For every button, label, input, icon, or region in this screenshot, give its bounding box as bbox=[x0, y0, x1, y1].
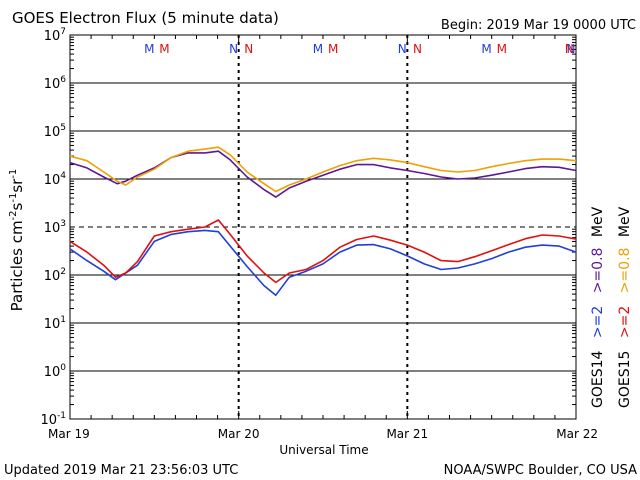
series-line bbox=[69, 150, 577, 198]
source-credit: NOAA/SWPC Boulder, CO USA bbox=[444, 463, 637, 478]
y-tick-label: 105 bbox=[44, 123, 66, 140]
satellite-marker: N bbox=[229, 42, 238, 56]
satellite-marker: N bbox=[565, 42, 574, 56]
x-tick-label: Mar 22 bbox=[556, 427, 598, 441]
y-tick-label: 104 bbox=[44, 171, 67, 188]
satellite-marker: N bbox=[398, 42, 407, 56]
plot-grid bbox=[69, 34, 577, 420]
y-tick-label: 10-1 bbox=[40, 411, 66, 428]
y-tick-label: 106 bbox=[44, 75, 67, 92]
plot-series bbox=[69, 146, 577, 297]
updated-time: Updated 2019 Mar 21 23:56:03 UTC bbox=[4, 463, 238, 478]
x-tick-label: Mar 21 bbox=[386, 427, 428, 441]
begin-time: Begin: 2019 Mar 19 0000 UTC bbox=[441, 18, 636, 33]
y-tick-label: 107 bbox=[44, 27, 66, 44]
satellite-marker: N bbox=[413, 42, 422, 56]
x-tick-label: Mar 19 bbox=[48, 427, 90, 441]
satellite-marker: M bbox=[313, 42, 323, 56]
y-tick-label: 101 bbox=[44, 315, 66, 332]
satellite-marker: M bbox=[481, 42, 491, 56]
y-axis-label: Particles cm-2s-1sr-1 bbox=[8, 169, 26, 312]
satellite-marker: N bbox=[566, 42, 575, 56]
satellite-marker: M bbox=[328, 42, 338, 56]
legend-goes14: GOES14 >=2 >=0.8 MeV bbox=[590, 206, 606, 408]
satellite-marker: N bbox=[244, 42, 253, 56]
y-tick-label: 100 bbox=[44, 363, 67, 380]
satellite-marker: M bbox=[144, 42, 154, 56]
series-line bbox=[69, 219, 577, 284]
y-tick-label: 103 bbox=[44, 219, 66, 236]
x-axis-label: Universal Time bbox=[279, 443, 368, 457]
satellite-marker: M bbox=[159, 42, 169, 56]
series-line bbox=[69, 229, 577, 297]
series-line bbox=[69, 146, 577, 193]
legend: GOES14 >=2 >=0.8 MeV GOES15 >=2 >=0.8 Me… bbox=[590, 206, 633, 408]
satellite-marker: M bbox=[497, 42, 507, 56]
satellite-markers: M M N N M M N N M M NN bbox=[144, 42, 575, 56]
y-tick-label: 102 bbox=[44, 267, 66, 284]
chart-title: GOES Electron Flux (5 minute data) bbox=[12, 9, 279, 27]
x-tick-label: Mar 20 bbox=[218, 427, 260, 441]
legend-goes15: GOES15 >=2 >=0.8 MeV bbox=[617, 206, 633, 408]
